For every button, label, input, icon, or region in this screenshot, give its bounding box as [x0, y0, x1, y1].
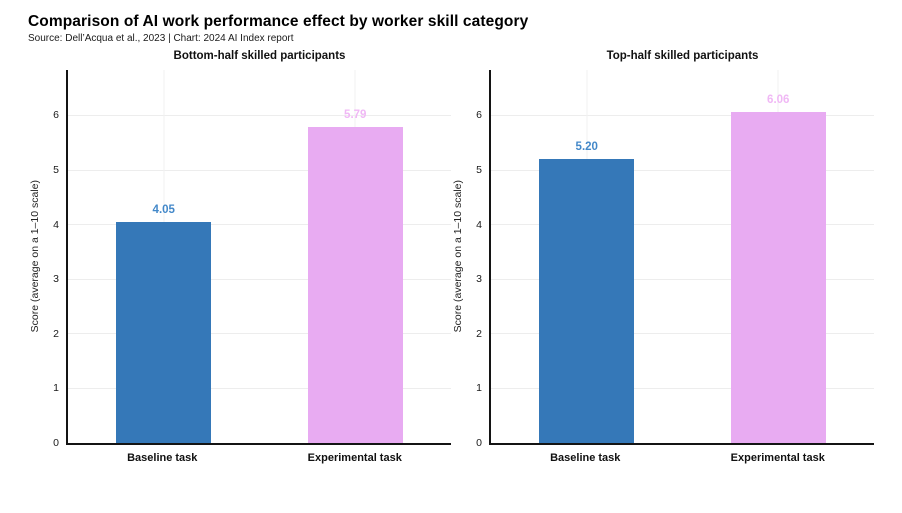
bar-experimental-task: [730, 112, 826, 443]
category-label: Experimental task: [307, 452, 402, 464]
y-tick-label-6: 6: [53, 109, 59, 122]
gridline-y-6: [68, 114, 451, 116]
subchart-title: Top-half skilled participants: [606, 50, 759, 62]
y-tick-label-0: 0: [476, 437, 482, 449]
bar-baseline-task: [539, 159, 635, 443]
subchart-body: Score (average on a 1–10 scale) 0 1 2 3 4 5 6 5…: [451, 70, 874, 470]
plot-column: 0 1 2 3 4 5 6 5.20 6.06 Baseline task Experimenta…: [476, 70, 874, 470]
gridline-y-3: [68, 278, 451, 280]
gridline-y-1: [491, 387, 874, 389]
gridline-y-4: [68, 224, 451, 226]
y-tick-label-4: 4: [476, 218, 482, 231]
bar-value-label: 5.79: [344, 108, 367, 121]
plot-column: 0 1 2 3 4 5 6 4.05 5.79 Baseline task Experimenta…: [53, 70, 451, 470]
category-label: Baseline task: [127, 452, 198, 464]
gridline-y-6: [491, 114, 874, 116]
charts-row: Bottom-half skilled participants Score (…: [28, 50, 874, 470]
y-tick-label-2: 2: [53, 327, 59, 340]
gridline-y-3: [491, 278, 874, 280]
y-tick-label-5: 5: [53, 164, 59, 176]
panel-bottom-half-skilled: Bottom-half skilled participants Score (…: [28, 50, 451, 470]
subchart-title: Bottom-half skilled participants: [173, 50, 346, 62]
page-title: Comparison of AI work performance effect…: [28, 13, 529, 30]
y-tick-label-1: 1: [53, 382, 59, 395]
source-note: Source: Dell’Acqua et al., 2023 | Chart:…: [28, 33, 294, 44]
bar-value-label: 4.05: [152, 203, 175, 216]
category-label: Baseline task: [550, 452, 621, 464]
bar-baseline-task: [116, 221, 212, 443]
y-tick-label-2: 2: [476, 327, 482, 340]
gridline-y-4: [491, 224, 874, 226]
gridline-y-2: [491, 333, 874, 335]
y-tick-label-4: 4: [53, 218, 59, 231]
bar-experimental-task: [307, 126, 403, 443]
y-axis-label-text: Score (average on a 1–10 scale): [29, 180, 41, 333]
gridline-y-5: [68, 169, 451, 171]
category-label: Experimental task: [730, 452, 825, 464]
y-tick-label-3: 3: [476, 273, 482, 286]
y-axis-label: Score (average on a 1–10 scale): [451, 70, 465, 443]
chart-figure: Comparison of AI work performance effect…: [28, 13, 874, 470]
y-tick-label-6: 6: [476, 109, 482, 122]
gridline-y-1: [68, 387, 451, 389]
y-axis-label-text: Score (average on a 1–10 scale): [452, 180, 464, 333]
bar-value-label: 5.20: [575, 141, 598, 154]
bar-value-label: 6.06: [767, 94, 790, 107]
y-tick-label-1: 1: [476, 382, 482, 395]
y-tick-label-5: 5: [476, 164, 482, 176]
gridline-y-5: [491, 169, 874, 171]
y-tick-label-0: 0: [53, 437, 59, 449]
plot-area: 0 1 2 3 4 5 6 4.05 5.79: [53, 70, 451, 449]
x-axis-labels: Baseline task Experimental task: [66, 452, 451, 470]
subchart-body: Score (average on a 1–10 scale) 0 1 2 3 4 5 6 4…: [28, 70, 451, 470]
panel-top-half-skilled: Top-half skilled participants Score (ave…: [451, 50, 874, 470]
y-axis-label: Score (average on a 1–10 scale): [28, 70, 42, 443]
y-tick-label-3: 3: [53, 273, 59, 286]
gridline-y-2: [68, 333, 451, 335]
plot-area: 0 1 2 3 4 5 6 5.20 6.06: [476, 70, 874, 449]
x-axis-labels: Baseline task Experimental task: [489, 452, 874, 470]
